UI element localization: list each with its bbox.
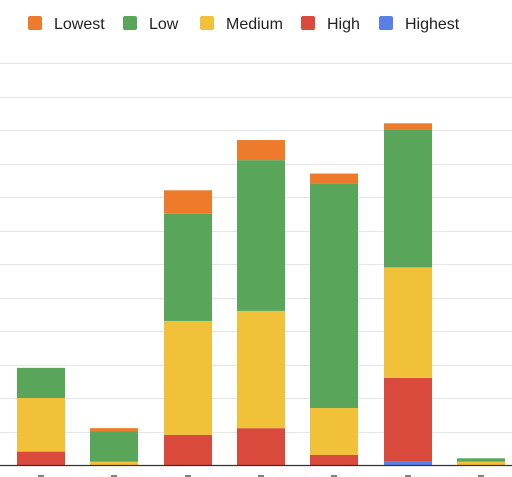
bar-segment-medium	[17, 398, 65, 452]
legend-label-low: Low	[149, 16, 179, 33]
legend-swatch-highest	[379, 16, 393, 30]
bar-segment-low	[310, 183, 358, 409]
chart-bars	[17, 123, 505, 465]
bar-segment-lowest	[237, 140, 285, 161]
bar-segment-low	[90, 431, 138, 462]
bar-segment-high	[237, 428, 285, 465]
bar-segment-lowest	[164, 190, 212, 214]
legend-label-highest: Highest	[405, 16, 460, 33]
bar-segment-low	[457, 458, 505, 462]
bar-segment-lowest	[90, 428, 138, 432]
bar-segment-low	[164, 213, 212, 321]
legend-label-lowest: Lowest	[54, 16, 105, 33]
bar-segment-high	[164, 434, 212, 465]
bar-segment-medium	[237, 310, 285, 429]
legend-swatch-lowest	[28, 16, 42, 30]
legend-label-high: High	[327, 16, 360, 33]
bar-segment-lowest	[384, 123, 432, 130]
bar-segment-high	[310, 454, 358, 465]
bar-segment-medium	[384, 267, 432, 378]
bar-segment-lowest	[310, 173, 358, 184]
legend-swatch-high	[301, 16, 315, 30]
bar-segment-medium	[164, 320, 212, 435]
legend-label-medium: Medium	[226, 16, 283, 33]
legend-swatch-medium	[200, 16, 214, 30]
bar-segment-highest	[384, 461, 432, 465]
bar-segment-medium	[457, 461, 505, 465]
bar-segment-low	[237, 160, 285, 311]
bar-segment-medium	[90, 461, 138, 465]
bar-segment-low	[384, 130, 432, 268]
chart-x-axis	[0, 464, 512, 477]
chart-legend: Lowest Low Medium High Highest	[28, 16, 460, 33]
bar-segment-high	[17, 451, 65, 465]
bar-segment-high	[384, 377, 432, 462]
legend-swatch-low	[123, 16, 137, 30]
bar-segment-medium	[310, 408, 358, 455]
bar-segment-low	[17, 367, 65, 398]
